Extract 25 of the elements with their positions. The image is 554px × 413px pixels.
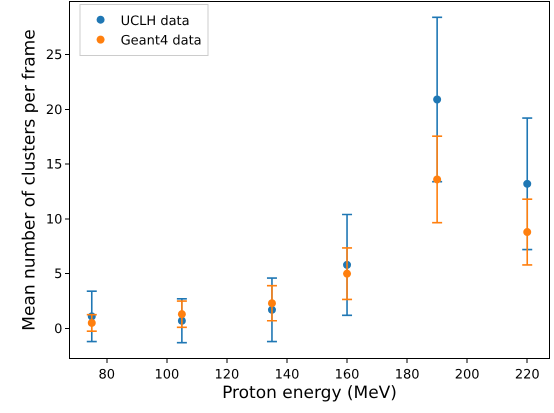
y-tick-label: 25 [46,48,62,64]
point [343,270,352,278]
y-tick-label: 20 [46,102,62,118]
y-tick-label: 0 [54,322,62,337]
x-axis-title: Proton energy (MeV) [222,383,397,403]
y-tick-label: 10 [46,212,62,228]
y-tick-label: 15 [46,158,62,173]
x-tick-label: 220 [514,368,540,383]
x-tick-label: 180 [394,368,420,383]
y-axis-title: Mean number of clusters per frame [19,29,40,331]
x-tick-label: 100 [154,368,180,383]
x-tick-label: 80 [98,368,116,383]
y-tick-label: 5 [54,267,62,282]
point [523,228,532,236]
x-tick-label: 140 [274,368,300,383]
point [268,299,276,308]
x-tick-label: 160 [334,368,360,383]
point [433,175,442,184]
point [523,180,532,188]
point [433,95,442,104]
legend-label: UCLH data [120,14,190,29]
legend-label: Geant4 data [120,34,202,49]
x-tick-label: 120 [214,368,240,383]
x-tick-label: 200 [454,368,480,383]
point [178,310,186,318]
